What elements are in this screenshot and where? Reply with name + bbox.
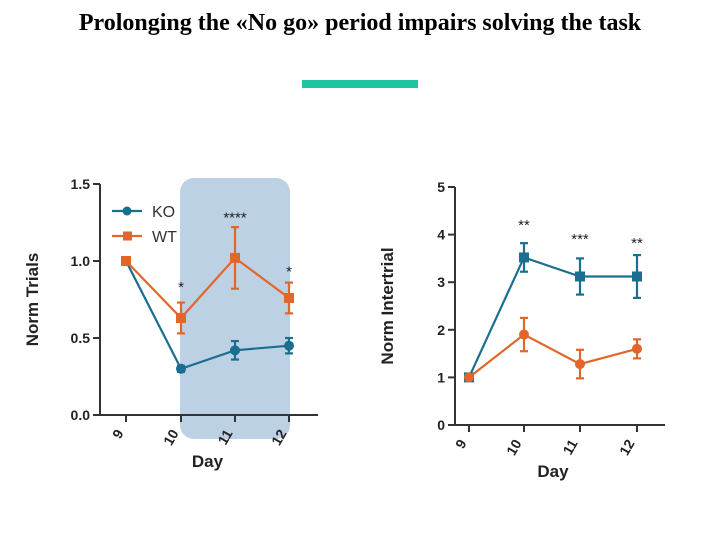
legend-label-wt: WT bbox=[152, 229, 177, 246]
significance-label: * bbox=[178, 279, 184, 296]
data-point-wt bbox=[519, 329, 529, 340]
data-point-ko bbox=[575, 271, 585, 282]
accent-bar bbox=[302, 80, 418, 88]
significance-label: *** bbox=[571, 231, 589, 248]
y-tick-label: 0 bbox=[437, 417, 445, 433]
legend-marker-ko bbox=[122, 206, 132, 216]
data-point-wt bbox=[176, 312, 186, 323]
x-axis-title: Day bbox=[192, 452, 224, 471]
y-tick-label: 1.0 bbox=[71, 253, 91, 269]
x-tick-label: 11 bbox=[214, 426, 235, 447]
x-tick-label: 10 bbox=[160, 426, 182, 448]
data-point-wt bbox=[284, 292, 294, 303]
y-tick-label: 1.5 bbox=[71, 176, 91, 192]
data-point-ko bbox=[519, 252, 529, 263]
y-tick-label: 0.0 bbox=[71, 407, 91, 423]
y-tick-label: 0.5 bbox=[71, 330, 91, 346]
data-point-wt bbox=[464, 372, 474, 383]
significance-label: ** bbox=[631, 235, 643, 252]
data-point-wt bbox=[575, 359, 585, 370]
legend-label-ko: KO bbox=[152, 204, 175, 221]
series-line-ko bbox=[468, 256, 637, 378]
legend-marker-wt bbox=[123, 231, 132, 241]
x-tick-label: 9 bbox=[452, 436, 470, 451]
x-tick-label: 11 bbox=[559, 436, 580, 457]
data-point-ko bbox=[284, 340, 294, 351]
series-line-ko bbox=[125, 260, 290, 371]
page-title: Prolonging the «No go» period impairs so… bbox=[78, 10, 642, 36]
y-tick-label: 1 bbox=[437, 369, 445, 385]
y-tick-label: 3 bbox=[437, 274, 445, 290]
significance-label: ** bbox=[518, 217, 530, 234]
y-tick-label: 5 bbox=[437, 179, 445, 195]
series-line-wt bbox=[125, 256, 290, 320]
significance-label: * bbox=[286, 263, 292, 280]
y-axis-title: Norm Trials bbox=[23, 253, 42, 347]
x-tick-label: 9 bbox=[109, 426, 127, 441]
data-point-wt bbox=[230, 252, 240, 263]
y-tick-label: 4 bbox=[437, 227, 445, 243]
y-tick-label: 2 bbox=[437, 322, 445, 338]
x-axis-title: Day bbox=[537, 462, 569, 481]
x-tick-label: 12 bbox=[616, 436, 638, 458]
data-point-wt bbox=[632, 343, 642, 354]
significance-label: **** bbox=[223, 210, 247, 227]
highlight-band bbox=[180, 178, 290, 439]
x-tick-label: 12 bbox=[268, 426, 290, 448]
x-tick-label: 10 bbox=[503, 436, 525, 458]
data-point-wt bbox=[121, 256, 131, 266]
data-point-ko bbox=[230, 345, 240, 356]
y-axis-title: Norm Intertrial bbox=[378, 247, 397, 364]
data-point-ko bbox=[632, 271, 642, 282]
data-point-ko bbox=[176, 363, 186, 374]
series-line-wt bbox=[468, 333, 638, 379]
